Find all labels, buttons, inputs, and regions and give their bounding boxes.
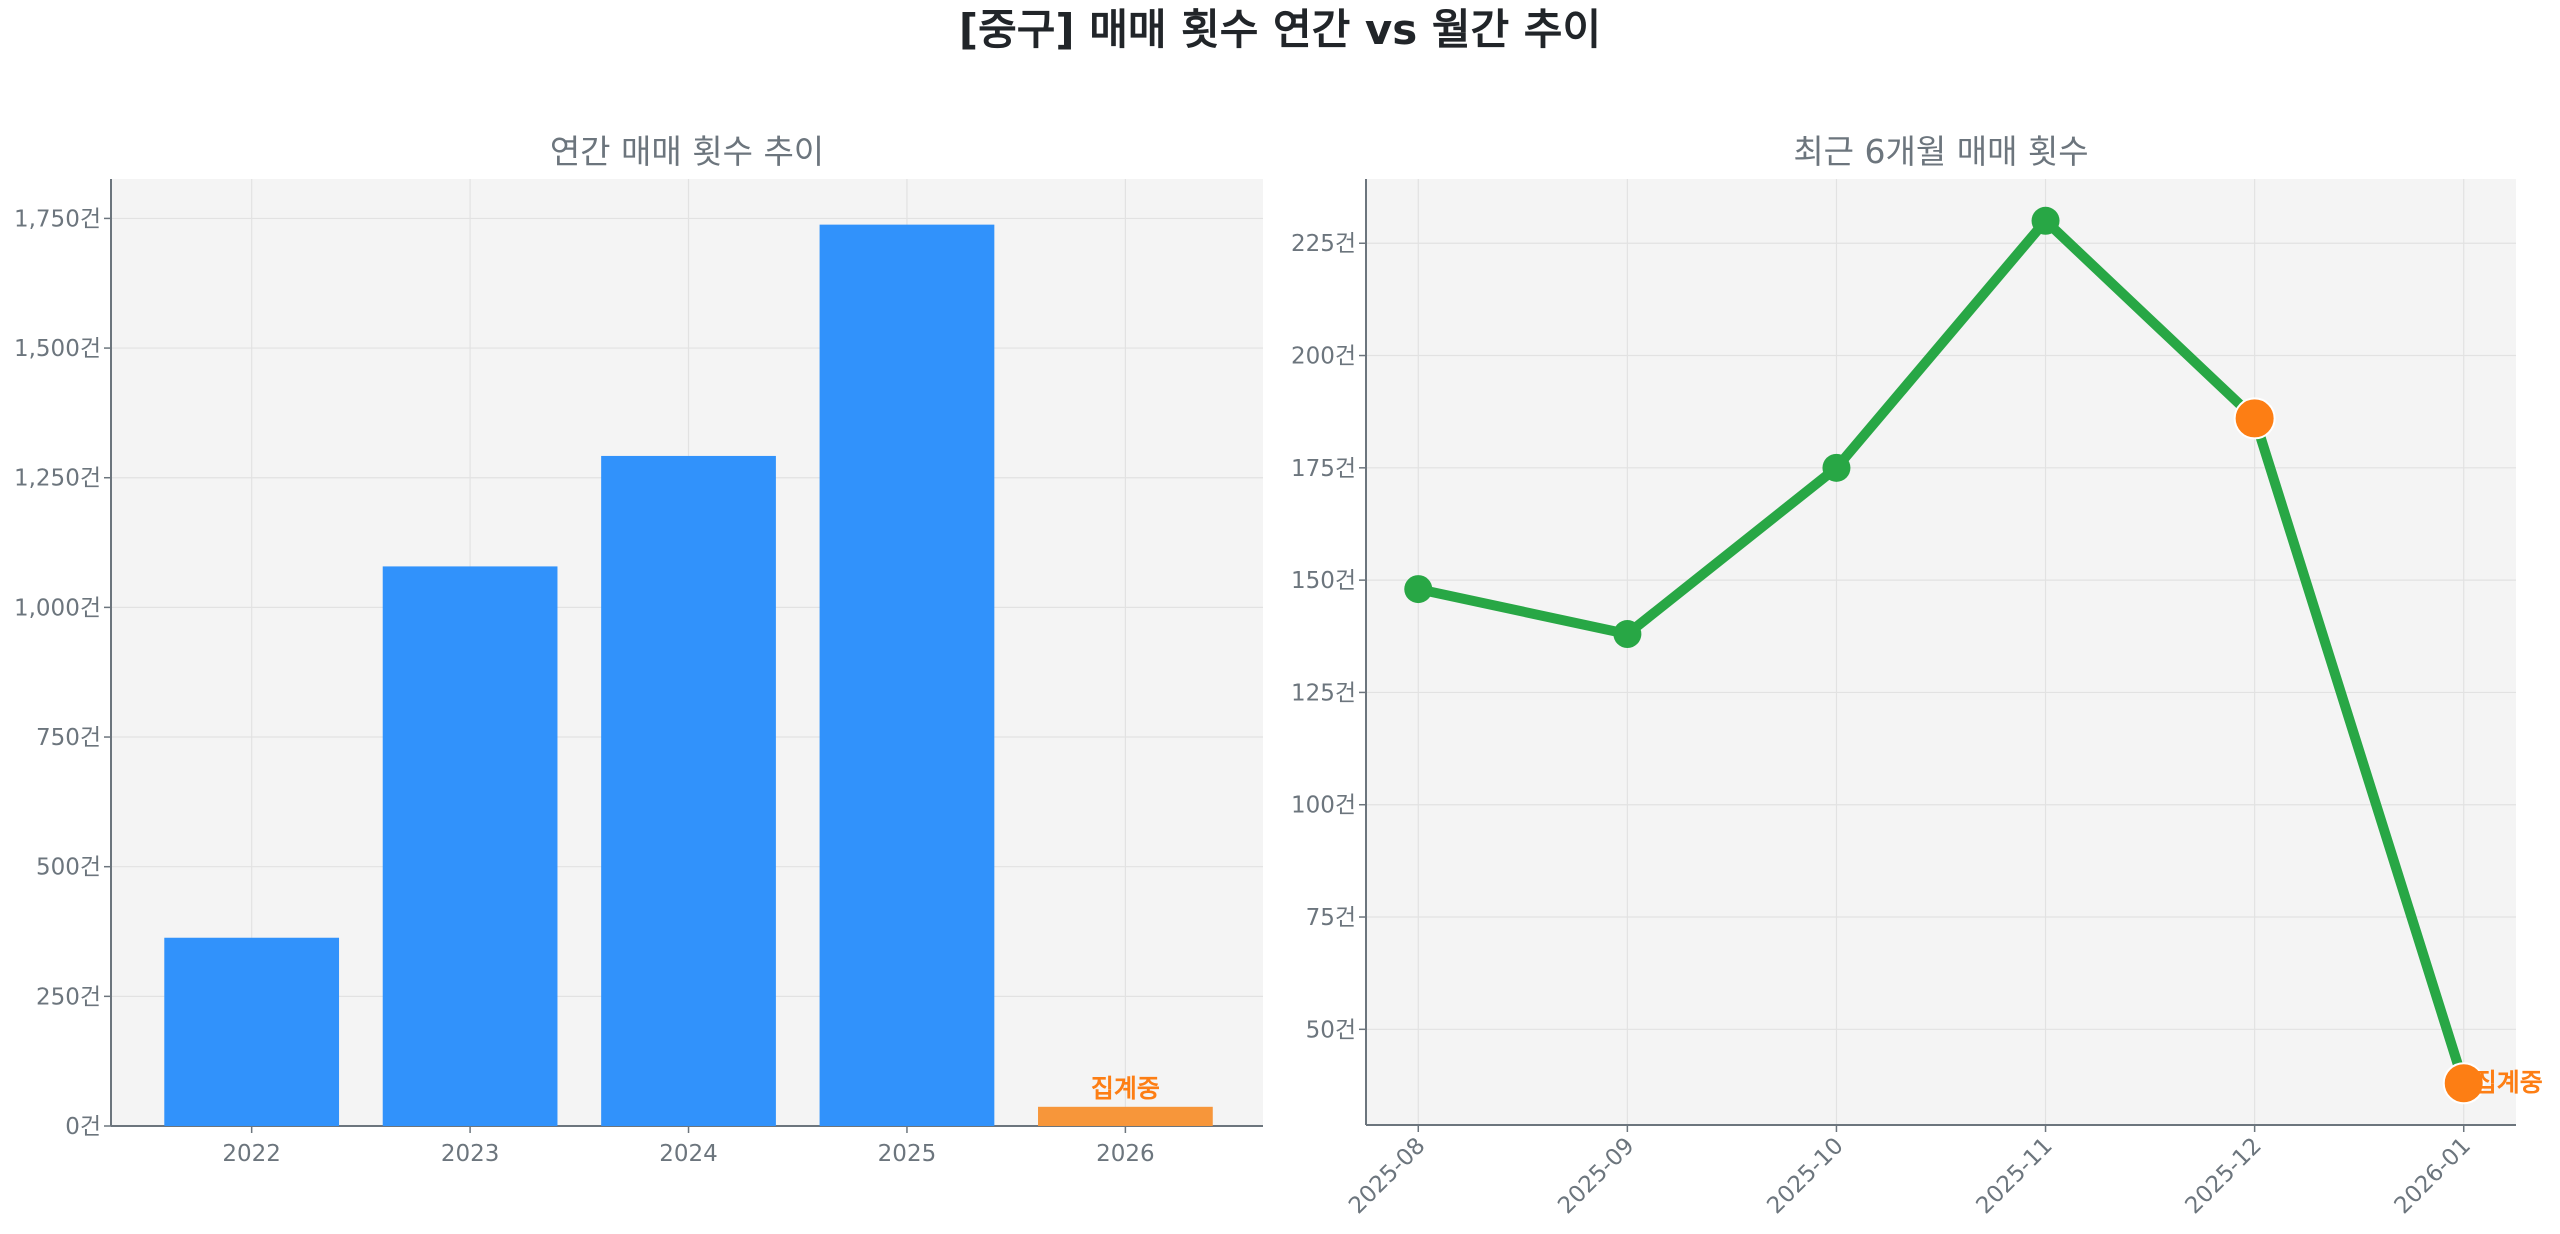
y-tick-label: 1,000건 <box>14 595 101 621</box>
figure-title: [중구] 매매 횟수 연간 vs 월간 추이 <box>959 5 1601 54</box>
monthly-line-chart: 최근 6개월 매매 횟수 2025-08 2025-09 2025-10 2025-11… <box>1291 132 2543 1219</box>
bar-2025 <box>819 224 995 1126</box>
x-tick-label: 2025-08 <box>1344 1133 1430 1219</box>
x-tick-label: 2026 <box>1096 1141 1155 1167</box>
x-tick-label: 2024 <box>659 1141 718 1167</box>
chart-title: 최근 6개월 매매 횟수 <box>1793 132 2088 171</box>
data-point-2025-11 <box>2031 206 2060 235</box>
annotation-label: 집계중 <box>1091 1074 1160 1103</box>
x-tick-label: 2025-10 <box>1762 1133 1848 1219</box>
y-tick-label: 1,250건 <box>14 466 101 492</box>
y-tick-label: 200건 <box>1291 344 1356 370</box>
bar-2022 <box>164 937 340 1126</box>
y-tick-label: 1,750건 <box>14 206 101 232</box>
y-tick-label: 175건 <box>1291 456 1356 482</box>
y-tick-label: 150건 <box>1291 568 1356 594</box>
annual-bar-chart: 연간 매매 횟수 추이 2022 2023 2024 2025 2026 0건 250건 500… <box>14 132 1263 1167</box>
y-tick-label: 0건 <box>65 1114 101 1140</box>
y-tick-label: 500건 <box>36 855 101 881</box>
y-tick-label: 225건 <box>1291 231 1356 257</box>
x-tick-label: 2025 <box>878 1141 937 1167</box>
x-tick-label: 2025-09 <box>1553 1133 1639 1219</box>
y-tick-label: 50건 <box>1306 1017 1356 1043</box>
chart-title: 연간 매매 횟수 추이 <box>550 132 824 171</box>
y-tick-label: 250건 <box>36 984 101 1010</box>
y-tick-label: 1,500건 <box>14 336 101 362</box>
bar-2023 <box>382 566 558 1126</box>
bar-2026 <box>1038 1106 1213 1126</box>
x-tick-label: 2022 <box>222 1141 281 1167</box>
data-point-2025-09 <box>1613 620 1642 649</box>
bar-2024 <box>601 455 776 1126</box>
x-tick-label: 2023 <box>441 1141 500 1167</box>
x-tick-label: 2025-11 <box>1971 1133 2057 1219</box>
y-tick-label: 75건 <box>1306 905 1356 931</box>
y-tick-label: 750건 <box>36 725 101 751</box>
data-point-2025-08 <box>1404 575 1433 604</box>
data-point-2025-10 <box>1822 453 1851 482</box>
y-tick-label: 125건 <box>1291 680 1356 706</box>
data-point-2025-12 <box>2233 397 2276 440</box>
plot-area <box>1366 179 2516 1125</box>
x-tick-label: 2025-12 <box>2181 1133 2267 1219</box>
x-tick-label: 2026-01 <box>2390 1133 2476 1219</box>
y-tick-label: 100건 <box>1291 793 1356 819</box>
annotation-label: 집계중 <box>2474 1068 2543 1097</box>
series-line <box>1417 215 2469 1085</box>
data-point-2026-01 <box>2442 1062 2485 1105</box>
